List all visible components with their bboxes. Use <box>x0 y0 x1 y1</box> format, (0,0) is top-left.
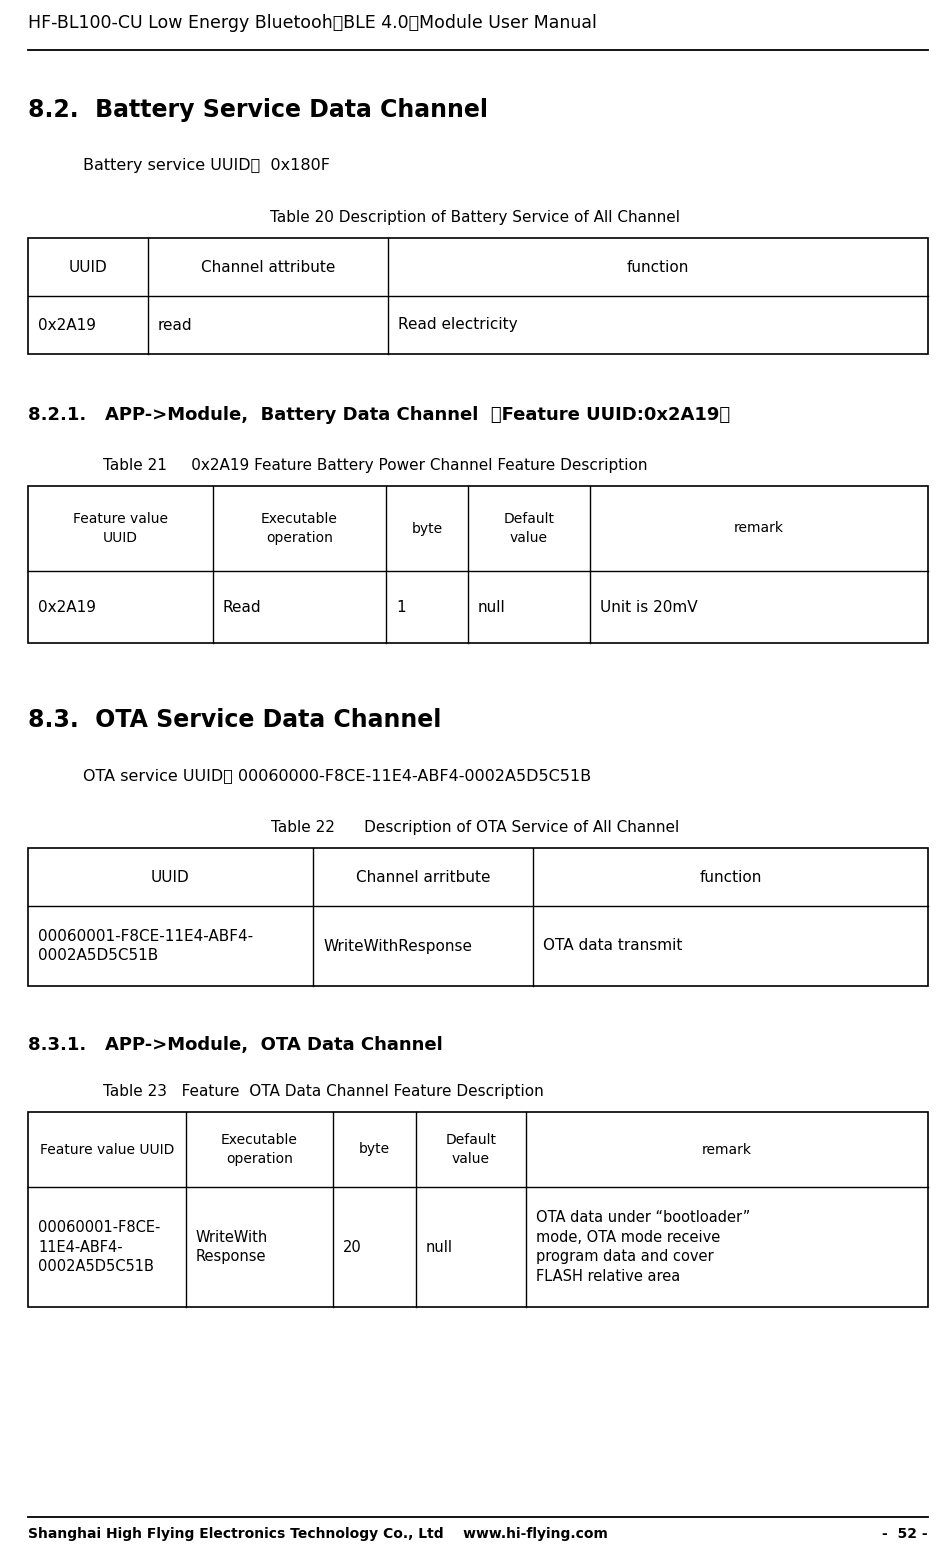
Text: UUID: UUID <box>68 260 107 274</box>
Text: remark: remark <box>734 522 784 536</box>
Text: null: null <box>478 600 506 614</box>
Text: Table 21     0x2A19 Feature Battery Power Channel Feature Description: Table 21 0x2A19 Feature Battery Power Ch… <box>103 458 648 473</box>
Text: 0x2A19: 0x2A19 <box>38 600 96 614</box>
Text: Table 20 Description of Battery Service of All Channel: Table 20 Description of Battery Service … <box>270 210 681 226</box>
Text: OTA data transmit: OTA data transmit <box>543 939 683 953</box>
Text: 20: 20 <box>343 1239 361 1255</box>
Text: UUID: UUID <box>151 870 190 884</box>
Text: -  52 -: - 52 - <box>883 1526 928 1540</box>
Text: 00060001-F8CE-
11E4-ABF4-
0002A5D5C51B: 00060001-F8CE- 11E4-ABF4- 0002A5D5C51B <box>38 1219 161 1274</box>
Text: Shanghai High Flying Electronics Technology Co., Ltd    www.hi-flying.com: Shanghai High Flying Electronics Technol… <box>28 1526 608 1540</box>
Text: HF-BL100-CU Low Energy Bluetooh（BLE 4.0）Module User Manual: HF-BL100-CU Low Energy Bluetooh（BLE 4.0）… <box>28 14 597 31</box>
Text: 8.3.  OTA Service Data Channel: 8.3. OTA Service Data Channel <box>28 708 441 732</box>
Text: Default
value: Default value <box>445 1133 496 1166</box>
Text: byte: byte <box>359 1142 390 1156</box>
Text: OTA data under “bootloader”
mode, OTA mode receive
program data and cover
FLASH : OTA data under “bootloader” mode, OTA mo… <box>536 1210 750 1285</box>
Text: 8.2.1.   APP->Module,  Battery Data Channel  【Feature UUID:0x2A19】: 8.2.1. APP->Module, Battery Data Channel… <box>28 406 730 425</box>
Text: byte: byte <box>412 522 442 536</box>
Text: OTA service UUID： 00060000-F8CE-11E4-ABF4-0002A5D5C51B: OTA service UUID： 00060000-F8CE-11E4-ABF… <box>83 768 592 784</box>
Text: 8.3.1.   APP->Module,  OTA Data Channel: 8.3.1. APP->Module, OTA Data Channel <box>28 1036 443 1055</box>
Text: 8.2.  Battery Service Data Channel: 8.2. Battery Service Data Channel <box>28 99 488 122</box>
Text: 00060001-F8CE-11E4-ABF4-
0002A5D5C51B: 00060001-F8CE-11E4-ABF4- 0002A5D5C51B <box>38 929 253 964</box>
Text: read: read <box>158 318 193 332</box>
Text: Channel arritbute: Channel arritbute <box>356 870 491 884</box>
Text: 0x2A19: 0x2A19 <box>38 318 96 332</box>
Text: Battery service UUID：  0x180F: Battery service UUID： 0x180F <box>83 158 330 172</box>
Text: Table 22      Description of OTA Service of All Channel: Table 22 Description of OTA Service of A… <box>271 820 680 835</box>
Text: Unit is 20mV: Unit is 20mV <box>600 600 698 614</box>
Text: remark: remark <box>702 1142 752 1156</box>
Text: Channel attribute: Channel attribute <box>201 260 335 274</box>
Text: WriteWith
Response: WriteWith Response <box>196 1230 268 1265</box>
Text: null: null <box>426 1239 453 1255</box>
Text: Feature value
UUID: Feature value UUID <box>73 512 168 545</box>
Bar <box>28 486 928 642</box>
Text: Default
value: Default value <box>503 512 554 545</box>
Bar <box>28 848 928 986</box>
Text: Read electricity: Read electricity <box>398 318 517 332</box>
Text: 1: 1 <box>396 600 406 614</box>
Text: Feature value UUID: Feature value UUID <box>40 1142 174 1156</box>
Text: function: function <box>699 870 762 884</box>
Text: Executable
operation: Executable operation <box>221 1133 298 1166</box>
Bar <box>28 1113 928 1307</box>
Text: WriteWithResponse: WriteWithResponse <box>323 939 472 953</box>
Text: function: function <box>627 260 689 274</box>
Text: Executable
operation: Executable operation <box>262 512 338 545</box>
Text: Table 23   Feature  OTA Data Channel Feature Description: Table 23 Feature OTA Data Channel Featur… <box>103 1084 544 1098</box>
Text: Read: Read <box>223 600 262 614</box>
Bar <box>28 238 928 354</box>
